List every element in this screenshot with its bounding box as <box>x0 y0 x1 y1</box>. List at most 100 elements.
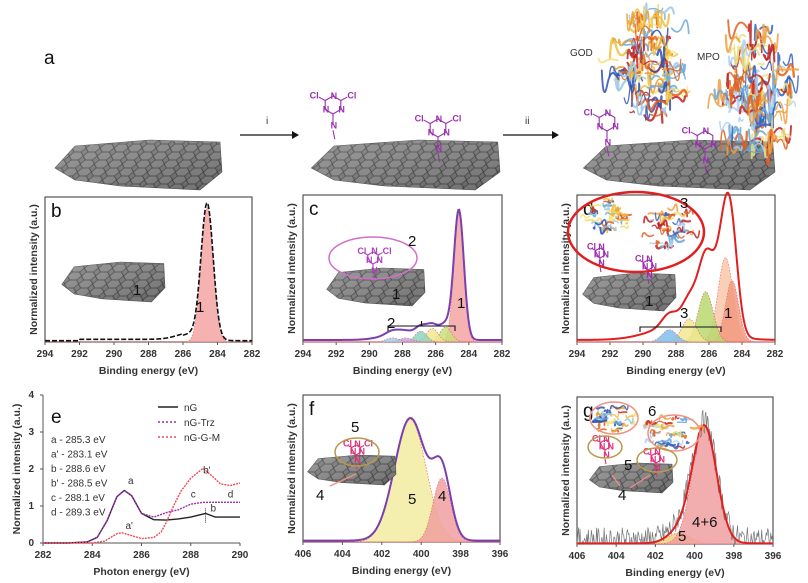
chlorine-label: Cl <box>587 242 596 252</box>
y-axis-label: Normalized intensity (a.u.) <box>560 405 572 536</box>
arrow <box>611 474 651 489</box>
peak-label: 1 <box>724 305 732 322</box>
point-label: a <box>128 476 134 487</box>
x-tick-label: 284 <box>734 349 751 360</box>
step-i-label: i <box>266 116 268 127</box>
inset-label: 5 <box>624 457 632 474</box>
x-axis-label: Binding energy (eV) <box>626 365 725 377</box>
x-tick-label: 288 <box>182 550 199 561</box>
highlight-ellipse <box>566 190 706 274</box>
nitrogen-label: N <box>703 126 710 136</box>
peak-assignment: b - 288.6 eV <box>51 464 106 475</box>
arrow <box>329 473 357 487</box>
peak-label: 4 <box>438 488 446 505</box>
x-tick-label: 290 <box>106 349 123 360</box>
chlorine-label: Cl <box>364 439 373 449</box>
peak-label: 1 <box>457 295 465 312</box>
nitrogen-label: N <box>703 155 710 165</box>
nitrogen-label: N <box>338 104 345 114</box>
y-tick-label: 4 <box>28 390 34 401</box>
inset-graphene-sheet <box>326 267 426 307</box>
panel-e: 282 284 286 288 290 0 1 2 3 4 Photon energy (eV) No… <box>11 390 249 578</box>
nitrogen-label: N <box>436 114 443 124</box>
x-tick-label: 406 <box>569 551 586 562</box>
nitrogen-label: N <box>605 137 612 147</box>
nitrogen-label: N <box>597 121 604 131</box>
inset-mpo-protein <box>641 203 701 251</box>
peak-label: 3 <box>680 305 688 322</box>
nitrogen-label: N <box>612 121 619 131</box>
peak-label: 5 <box>678 528 686 545</box>
x-axis-label: Binding energy (eV) <box>352 565 451 577</box>
chlorine-label: Cl <box>635 254 644 264</box>
series-line-nG-Trz <box>43 489 240 544</box>
panel-letter: e <box>51 407 62 428</box>
nitrogen-label: N <box>695 139 702 149</box>
nitrogen-label: N <box>654 447 661 457</box>
series-line-nG-G-M <box>43 467 241 544</box>
point-label: b <box>210 504 216 515</box>
nitrogen-label: N <box>354 439 361 449</box>
inset-label: 1 <box>645 293 653 310</box>
x-tick-label: 282 <box>244 349 261 360</box>
x-axis-label: Binding energy (eV) <box>99 365 198 377</box>
y-axis-label: Normalized intensity (a.u.) <box>286 403 298 534</box>
x-tick-label: 286 <box>701 349 718 360</box>
x-tick-label: 284 <box>209 349 226 360</box>
chlorine-label: Cl <box>682 126 691 136</box>
nitrogen-label: N <box>436 143 443 153</box>
inset-label: 4 <box>618 487 626 504</box>
x-tick-label: 402 <box>373 549 390 560</box>
highlight-ellipse <box>636 447 678 473</box>
inset-graphene-sheet <box>582 272 677 312</box>
mpo-label: MPO <box>697 52 720 63</box>
chlorine-label: Cl <box>584 108 593 118</box>
peak-assignment: d - 289.3 eV <box>51 508 106 519</box>
point-label: d <box>228 489 234 500</box>
nitrogen-label: N <box>603 250 610 260</box>
x-tick-label: 404 <box>334 549 351 560</box>
point-label: c <box>191 489 196 500</box>
nitrogen-label: N <box>605 108 612 118</box>
x-tick-label: 290 <box>232 550 249 561</box>
highlight-ellipse <box>587 435 623 459</box>
chlorine-label: Cl <box>343 439 352 449</box>
mpo-protein-structure <box>707 19 800 166</box>
step-ii-label: ii <box>525 116 529 127</box>
x-tick-label: 288 <box>668 349 685 360</box>
nitrogen-label: N <box>428 127 435 137</box>
spectra-panels: 294 292 290 288 286 284 282 Binding energy (eV)… <box>11 190 784 579</box>
nitrogen-label: N <box>654 463 661 473</box>
x-tick-label: 292 <box>602 349 619 360</box>
peak-component-1 <box>45 207 252 343</box>
x-axis-label: Binding energy (eV) <box>353 365 452 377</box>
inset-god-protein <box>580 197 632 235</box>
x-tick-label: 284 <box>460 349 477 360</box>
nitrogen-label: N <box>366 255 373 265</box>
panel-a-letter: a <box>44 48 55 69</box>
nitrogen-label: N <box>371 266 378 276</box>
nitrogen-label: N <box>371 246 378 256</box>
chlorine-label: Cl <box>415 114 424 124</box>
y-axis-label: Normalized intensity (a.u.) <box>28 204 40 335</box>
x-tick-label: 400 <box>413 549 430 560</box>
peak-label: 5 <box>408 491 416 508</box>
god-protein-structure <box>597 2 691 124</box>
nitrogen-label: N <box>598 242 605 252</box>
panel-c: 294 292 290 288 286 284 282 Binding energy (eV)… <box>286 194 511 377</box>
y-axis-label: Normalized intensity (a.u.) <box>286 203 298 334</box>
god-label: GOD <box>570 48 593 59</box>
peak-assignment: b' - 288.5 eV <box>51 479 108 490</box>
chlorine-label: Cl <box>383 246 392 256</box>
envelope-curve <box>576 191 776 341</box>
nitrogen-label: N <box>646 270 653 280</box>
peak-label: 1 <box>196 299 204 316</box>
y-tick-label: 0 <box>28 538 34 549</box>
nitrogen-label: N <box>659 455 666 465</box>
x-tick-label: 288 <box>140 349 157 360</box>
nitrogen-label: N <box>646 254 653 264</box>
graphene-sheet-triazine <box>310 139 501 191</box>
